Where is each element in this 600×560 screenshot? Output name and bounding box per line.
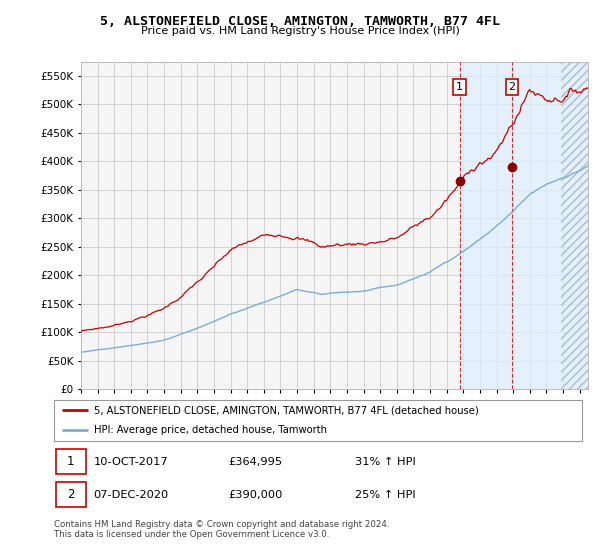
Text: £364,995: £364,995 bbox=[228, 456, 283, 466]
Text: 25% ↑ HPI: 25% ↑ HPI bbox=[355, 489, 416, 500]
Text: 2: 2 bbox=[67, 488, 74, 501]
Text: 07-DEC-2020: 07-DEC-2020 bbox=[94, 489, 169, 500]
Text: £390,000: £390,000 bbox=[228, 489, 283, 500]
Bar bbox=[562, 62, 588, 389]
Text: 31% ↑ HPI: 31% ↑ HPI bbox=[355, 456, 416, 466]
Text: 5, ALSTONEFIELD CLOSE, AMINGTON, TAMWORTH, B77 4FL: 5, ALSTONEFIELD CLOSE, AMINGTON, TAMWORT… bbox=[100, 15, 500, 27]
FancyBboxPatch shape bbox=[56, 482, 86, 507]
Text: 1: 1 bbox=[67, 455, 74, 468]
Bar bbox=[562, 62, 588, 389]
Text: Price paid vs. HM Land Registry's House Price Index (HPI): Price paid vs. HM Land Registry's House … bbox=[140, 26, 460, 36]
Text: Contains HM Land Registry data © Crown copyright and database right 2024.
This d: Contains HM Land Registry data © Crown c… bbox=[54, 520, 389, 539]
Text: 10-OCT-2017: 10-OCT-2017 bbox=[94, 456, 168, 466]
Text: 1: 1 bbox=[456, 82, 463, 92]
Bar bbox=[460, 62, 588, 389]
Text: 5, ALSTONEFIELD CLOSE, AMINGTON, TAMWORTH, B77 4FL (detached house): 5, ALSTONEFIELD CLOSE, AMINGTON, TAMWORT… bbox=[94, 405, 478, 416]
Text: HPI: Average price, detached house, Tamworth: HPI: Average price, detached house, Tamw… bbox=[94, 425, 326, 435]
Text: 2: 2 bbox=[508, 82, 515, 92]
FancyBboxPatch shape bbox=[56, 449, 86, 474]
